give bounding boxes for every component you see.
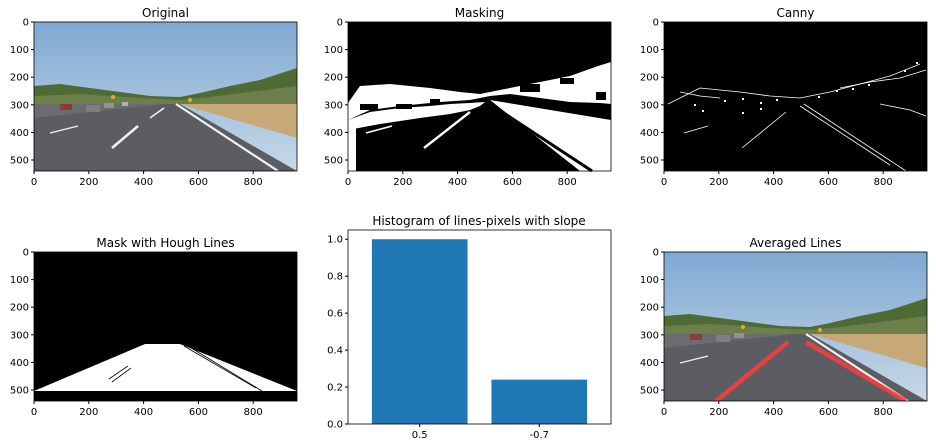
y-tick-label: 0 — [653, 248, 659, 259]
averaged-lines-image — [664, 252, 927, 401]
x-tick-label: 0 — [661, 177, 667, 188]
y-tick-label: 100 — [324, 45, 343, 56]
x-tick-label: 200 — [709, 407, 728, 418]
panel-histogram: Histogram of lines-pixels with slope 0.0… — [327, 214, 612, 441]
x-tick-label: 400 — [134, 407, 153, 418]
panel-original: Original 0 100 — [10, 6, 298, 188]
panel-title-averaged-lines: Averaged Lines — [750, 236, 842, 250]
original-road-image — [34, 22, 297, 171]
y-tick-label: 500 — [640, 386, 659, 397]
y-tick-label: 200 — [10, 303, 29, 314]
panel-canny: Canny — [640, 6, 928, 188]
x-tick-label: 800 — [558, 177, 577, 188]
panel-title-original: Original — [142, 6, 189, 20]
y-tick-label: 300 — [10, 100, 29, 111]
panel-mask-hough: Mask with Hough Lines 0 100 200 300 400 — [10, 236, 298, 418]
masking-image — [348, 22, 611, 173]
x-tick-label: 0 — [345, 177, 351, 188]
y-tick-label: 200 — [640, 303, 659, 314]
y-tick-label: 200 — [10, 73, 29, 84]
y-tick-label: 100 — [10, 45, 29, 56]
x-tick-label: 0 — [31, 177, 37, 188]
y-tick-label: 0.8 — [327, 272, 343, 283]
canny-image — [664, 22, 927, 172]
y-tick-label: 100 — [640, 45, 659, 56]
y-tick-label: 0 — [653, 18, 659, 29]
histogram-x-axis: 0.5 -0.7 — [412, 424, 549, 441]
y-tick-label: 400 — [640, 358, 659, 369]
y-tick-label: 0.2 — [327, 383, 343, 394]
y-tick-label: 500 — [640, 156, 659, 167]
x-tick-label: 200 — [79, 177, 98, 188]
x-tick-label: 400 — [764, 177, 783, 188]
y-tick-label: 0.0 — [327, 420, 343, 431]
panel-title-mask-hough: Mask with Hough Lines — [96, 236, 234, 250]
x-tick-label: 600 — [503, 177, 522, 188]
panel-title-canny: Canny — [776, 6, 814, 20]
y-tick-label: 500 — [10, 386, 29, 397]
x-tick-label: 200 — [79, 407, 98, 418]
averaged-right-lane-line — [804, 340, 908, 401]
y-tick-label: 1.0 — [327, 235, 343, 246]
y-tick-label: 300 — [640, 100, 659, 111]
x-tick-label: 600 — [819, 407, 838, 418]
x-tick-label: 400 — [134, 177, 153, 188]
x-tick-label: 400 — [448, 177, 467, 188]
y-tick-label: 100 — [640, 275, 659, 286]
mask-hough-y-axis: 0 100 200 300 400 500 — [10, 248, 34, 397]
original-y-axis: 0 100 200 300 400 500 — [10, 18, 34, 167]
y-tick-label: 500 — [10, 156, 29, 167]
x-tick-label: 600 — [189, 407, 208, 418]
x-tick-label: 800 — [244, 407, 263, 418]
x-tick-label: -0.7 — [530, 430, 550, 441]
y-tick-label: 200 — [324, 73, 343, 84]
y-tick-label: 0 — [23, 248, 29, 259]
panel-title-masking: Masking — [455, 6, 504, 20]
x-tick-label: 0.5 — [412, 430, 428, 441]
y-tick-label: 300 — [324, 100, 343, 111]
y-tick-label: 100 — [10, 275, 29, 286]
panel-averaged-lines: Averaged Lines 0 100 — [640, 236, 928, 418]
y-tick-label: 0.4 — [327, 346, 343, 357]
chart-title: Histogram of lines-pixels with slope — [372, 214, 585, 228]
x-tick-label: 800 — [244, 177, 263, 188]
mask-hough-x-axis: 0 200 400 600 800 — [31, 401, 263, 418]
y-tick-label: 400 — [10, 128, 29, 139]
averaged-y-axis: 0 100 200 300 400 500 — [640, 248, 664, 397]
canny-x-axis: 0 200 400 600 800 — [661, 171, 893, 188]
original-x-axis: 0 200 400 600 800 — [31, 171, 263, 188]
mask-hough-image — [34, 252, 297, 401]
canny-y-axis: 0 100 200 300 400 500 — [640, 18, 664, 167]
x-tick-label: 200 — [709, 177, 728, 188]
y-tick-label: 300 — [640, 330, 659, 341]
averaged-x-axis: 0 200 400 600 800 — [661, 401, 893, 418]
y-tick-label: 0 — [337, 18, 343, 29]
y-tick-label: 200 — [640, 73, 659, 84]
y-tick-label: 500 — [324, 156, 343, 167]
histogram-frame — [347, 229, 612, 425]
bar-1 — [491, 379, 588, 424]
y-tick-label: 400 — [324, 128, 343, 139]
x-tick-label: 600 — [189, 177, 208, 188]
y-tick-label: 0 — [23, 18, 29, 29]
y-tick-label: 400 — [640, 128, 659, 139]
x-tick-label: 0 — [661, 407, 667, 418]
averaged-left-lane-line — [714, 340, 790, 401]
x-tick-label: 800 — [874, 177, 893, 188]
y-tick-label: 400 — [10, 358, 29, 369]
y-tick-label: 300 — [10, 330, 29, 341]
histogram-bars — [371, 239, 588, 424]
masking-x-axis: 0 200 400 600 800 — [345, 171, 577, 188]
histogram-y-axis: 0.0 0.2 0.4 0.6 0.8 1.0 — [327, 235, 348, 431]
x-tick-label: 200 — [393, 177, 412, 188]
bar-0 — [371, 239, 468, 424]
x-tick-label: 800 — [874, 407, 893, 418]
panel-masking: Masking 0 100 200 — [324, 6, 612, 188]
x-tick-label: 600 — [819, 177, 838, 188]
masking-y-axis: 0 100 200 300 400 500 — [324, 18, 348, 167]
x-tick-label: 0 — [31, 407, 37, 418]
y-tick-label: 0.6 — [327, 309, 343, 320]
x-tick-label: 400 — [764, 407, 783, 418]
